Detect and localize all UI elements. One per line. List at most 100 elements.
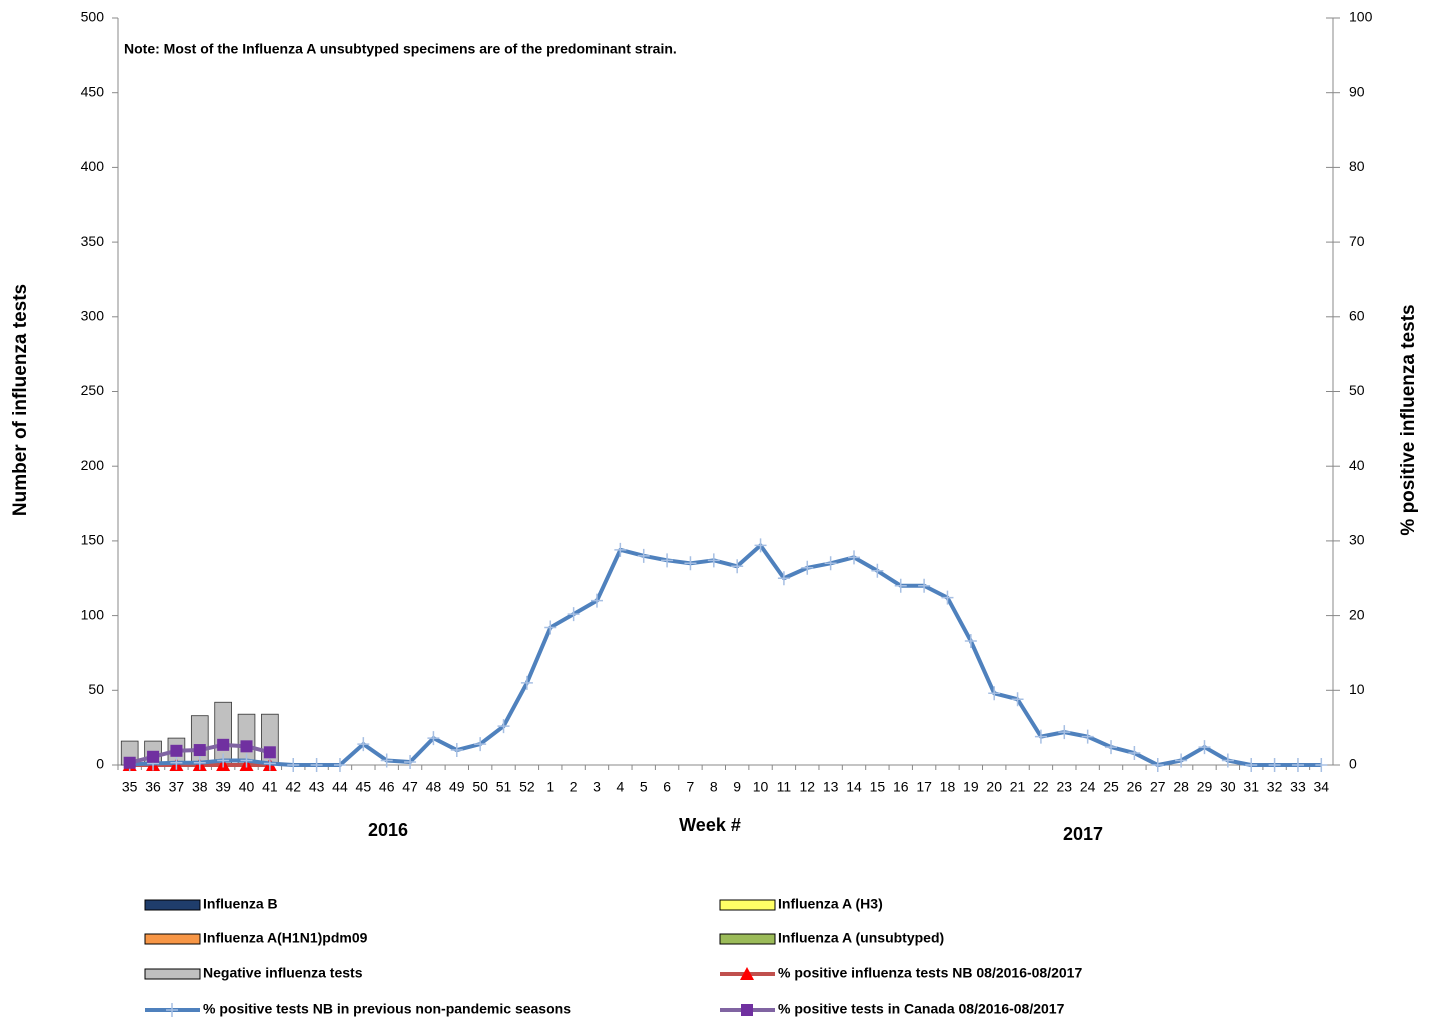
x-tick-label: 11 [777, 779, 792, 795]
legend-label: Negative influenza tests [203, 965, 363, 981]
x-tick-label: 32 [1267, 779, 1283, 795]
x-tick-label: 47 [402, 779, 418, 795]
marker [567, 607, 580, 622]
marker [450, 743, 463, 758]
marker [1058, 725, 1071, 740]
legend-marker [740, 967, 754, 980]
marker [590, 593, 603, 608]
y-tick-label: 150 [81, 532, 105, 548]
marker [1105, 740, 1118, 755]
marker [871, 563, 884, 578]
marker [170, 755, 183, 770]
y2-axis-title: % positive influenza tests [1398, 304, 1419, 535]
x-tick-label: 4 [616, 779, 624, 795]
marker [193, 744, 206, 757]
marker [918, 578, 931, 593]
marker [964, 633, 977, 648]
marker [777, 571, 790, 586]
marker [404, 755, 417, 770]
legend-label: Influenza A(H1N1)pdm09 [203, 930, 368, 946]
marker [240, 753, 253, 768]
marker [1291, 758, 1304, 772]
x-tick-label: 16 [893, 779, 909, 795]
y2-tick-label: 80 [1349, 158, 1365, 174]
marker [1011, 692, 1024, 707]
marker [333, 758, 346, 772]
legend-swatch [144, 933, 201, 945]
marker [474, 737, 487, 752]
marker [170, 744, 183, 757]
legend-swatch [144, 899, 201, 911]
legend-swatch [719, 899, 776, 911]
marker [1245, 758, 1258, 772]
x-tick-label: 43 [309, 779, 325, 795]
y2-tick-label: 40 [1349, 457, 1365, 473]
legend-label: Influenza A (unsubtyped) [778, 930, 944, 946]
marker [754, 538, 767, 553]
marker [661, 553, 674, 568]
y-tick-label: 300 [81, 308, 105, 324]
x-tick-label: 34 [1314, 779, 1330, 795]
legend-marker [741, 1004, 753, 1016]
x-tick-label: 5 [640, 779, 648, 795]
legend-swatch [719, 933, 776, 945]
x-tick-label: 15 [870, 779, 886, 795]
x-tick-label: 39 [215, 779, 231, 795]
marker [123, 756, 136, 769]
year-label: 2016 [368, 820, 408, 840]
legend-swatch [144, 968, 201, 980]
y-tick-label: 100 [81, 606, 105, 622]
x-tick-label: 37 [169, 779, 185, 795]
x-tick-label: 29 [1197, 779, 1213, 795]
x-axis-title: Week # [679, 815, 741, 835]
x-tick-label: 49 [449, 779, 465, 795]
x-tick-label: 22 [1033, 779, 1049, 795]
marker [427, 731, 440, 746]
year-label: 2017 [1063, 824, 1103, 844]
marker [310, 758, 323, 772]
legend-label: % positive tests NB in previous non-pand… [203, 1001, 571, 1017]
x-tick-label: 50 [472, 779, 488, 795]
x-tick-label: 26 [1127, 779, 1143, 795]
marker [614, 542, 627, 557]
marker [1315, 758, 1328, 772]
marker [217, 738, 230, 751]
marker [707, 553, 720, 568]
y-tick-label: 50 [88, 681, 104, 697]
x-tick-label: 41 [262, 779, 278, 795]
x-tick-label: 25 [1103, 779, 1119, 795]
marker [380, 753, 393, 768]
x-tick-label: 40 [239, 779, 255, 795]
y-tick-label: 250 [81, 382, 105, 398]
legend-marker [166, 1003, 178, 1017]
y2-tick-label: 10 [1349, 681, 1365, 697]
marker [217, 753, 230, 768]
marker [1034, 729, 1047, 744]
x-tick-label: 36 [145, 779, 161, 795]
x-tick-label: 51 [496, 779, 512, 795]
x-tick-label: 45 [356, 779, 372, 795]
marker [147, 750, 160, 763]
marker [1198, 740, 1211, 755]
marker [497, 719, 510, 734]
marker [263, 756, 276, 771]
y-axis-title: Number of influenza tests [10, 284, 31, 516]
line [129, 543, 1322, 767]
marker [263, 746, 276, 759]
legend-label: % positive influenza tests NB 08/2016-08… [778, 965, 1082, 981]
x-tick-label: 9 [733, 779, 741, 795]
y-tick-label: 0 [96, 756, 104, 772]
x-tick-label: 30 [1220, 779, 1236, 795]
x-tick-label: 8 [710, 779, 718, 795]
legend-label: % positive tests in Canada 08/2016-08/20… [778, 1001, 1065, 1017]
marker [1151, 758, 1164, 772]
x-tick-label: 31 [1243, 779, 1259, 795]
x-tick-label: 18 [940, 779, 956, 795]
y2-tick-label: 70 [1349, 233, 1365, 249]
legend-label: Influenza B [203, 896, 278, 912]
x-tick-label: 19 [963, 779, 979, 795]
x-tick-label: 28 [1173, 779, 1189, 795]
x-tick-label: 42 [285, 779, 301, 795]
y-tick-label: 450 [81, 83, 105, 99]
